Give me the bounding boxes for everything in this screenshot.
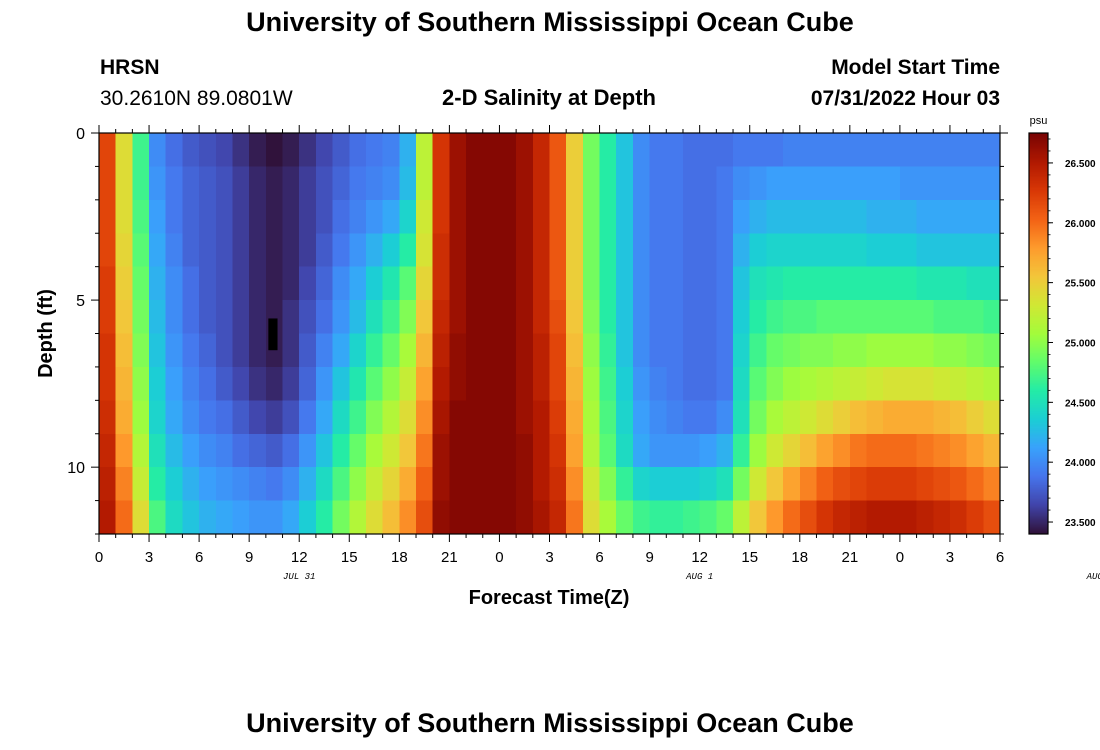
model-start-label: Model Start Time bbox=[831, 56, 1000, 79]
x-tick-label: 6 bbox=[195, 549, 203, 566]
x-date-label: AUG 1 bbox=[685, 572, 713, 582]
footer-title: University of Southern Mississippi Ocean… bbox=[246, 708, 854, 738]
x-tick-label: 3 bbox=[545, 549, 553, 566]
x-tick-label: 21 bbox=[441, 549, 458, 566]
colorbar-frame bbox=[1028, 132, 1049, 535]
x-axis-label: Forecast Time(Z) bbox=[469, 587, 630, 609]
y-tick-label: 0 bbox=[76, 126, 85, 143]
model-start-time: 07/31/2022 Hour 03 bbox=[810, 87, 1000, 110]
colorbar-unit: psu bbox=[1030, 115, 1048, 127]
y-tick-label: 5 bbox=[76, 293, 85, 310]
plot-frame bbox=[98, 132, 1001, 535]
y-axis-label: Depth (ft) bbox=[35, 289, 57, 378]
station-coordinates: 30.2610N 89.0801W bbox=[100, 87, 293, 110]
x-tick-label: 12 bbox=[691, 549, 708, 566]
x-tick-label: 15 bbox=[741, 549, 758, 566]
y-tick-label: 10 bbox=[67, 460, 85, 477]
x-tick-label: 6 bbox=[595, 549, 603, 566]
salinity-heatmap bbox=[99, 133, 1000, 534]
colorbar-tick-label: 24.000 bbox=[1065, 458, 1096, 469]
x-date-label: AUG 2 bbox=[1086, 572, 1100, 582]
x-tick-label: 18 bbox=[391, 549, 408, 566]
colorbar-tick-label: 26.500 bbox=[1065, 159, 1096, 170]
colorbar-tick-label: 25.000 bbox=[1065, 338, 1096, 349]
x-tick-label: 3 bbox=[946, 549, 954, 566]
colorbar-tick-label: 23.500 bbox=[1065, 518, 1096, 529]
x-tick-label: 9 bbox=[645, 549, 653, 566]
x-tick-label: 9 bbox=[245, 549, 253, 566]
station-name: HRSN bbox=[100, 56, 160, 79]
x-tick-label: 15 bbox=[341, 549, 358, 566]
chart-title: 2-D Salinity at Depth bbox=[442, 85, 656, 110]
page-title: University of Southern Mississippi Ocean… bbox=[246, 7, 854, 37]
colorbar-gradient bbox=[1029, 133, 1048, 534]
x-tick-label: 0 bbox=[896, 549, 904, 566]
x-tick-label: 0 bbox=[495, 549, 503, 566]
x-tick-label: 21 bbox=[841, 549, 858, 566]
x-tick-label: 3 bbox=[145, 549, 153, 566]
x-tick-label: 12 bbox=[291, 549, 308, 566]
colorbar-tick-label: 24.500 bbox=[1065, 398, 1096, 409]
x-tick-label: 6 bbox=[996, 549, 1004, 566]
missing-data-cell bbox=[268, 318, 278, 351]
colorbar-tick-label: 25.500 bbox=[1065, 279, 1096, 290]
x-tick-label: 0 bbox=[95, 549, 103, 566]
x-date-label: JUL 31 bbox=[283, 572, 315, 582]
colorbar-tick-label: 26.000 bbox=[1065, 219, 1096, 230]
x-tick-label: 18 bbox=[791, 549, 808, 566]
